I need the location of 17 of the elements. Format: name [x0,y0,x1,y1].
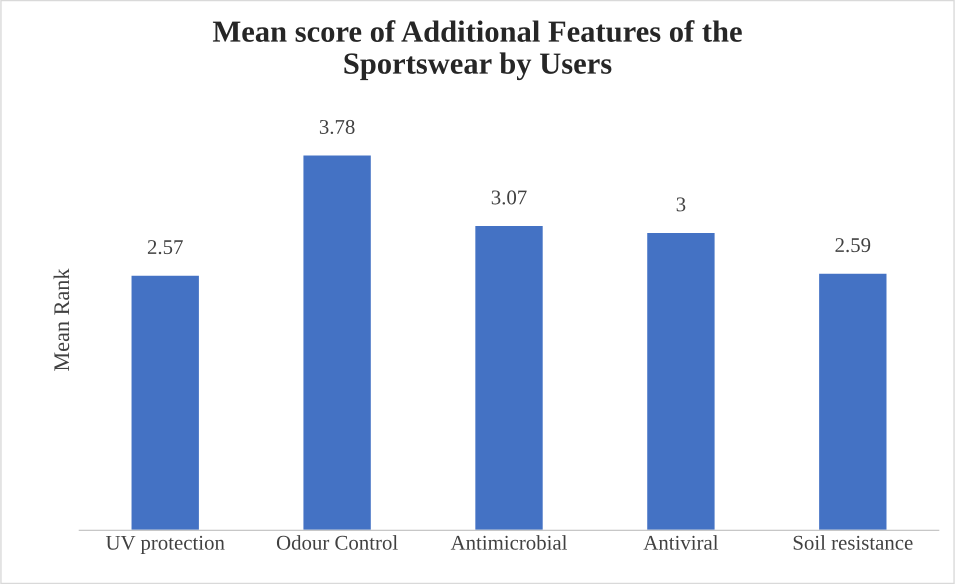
data-label: 3 [676,197,686,212]
x-tick-label: Soil resistance [794,535,913,550]
data-label: 3.78 [320,120,355,134]
y-axis-title: Mean Rank [54,268,70,371]
x-tick-label: Antiviral [644,535,718,550]
data-label: 2.57 [148,240,183,254]
bar [130,274,200,530]
x-tick-label: UV protection [106,536,225,554]
bar [302,154,372,530]
x-tick-label: Antimicrobial [450,535,568,550]
bar [646,232,716,530]
bar [474,224,544,530]
bar [818,272,888,530]
data-label: 3.07 [492,190,527,205]
chart-title: Mean score of Additional Features of the Sportswear by Users [212,20,742,80]
data-label: 2.59 [836,238,870,252]
x-tick-label: Odour Control [276,535,398,550]
